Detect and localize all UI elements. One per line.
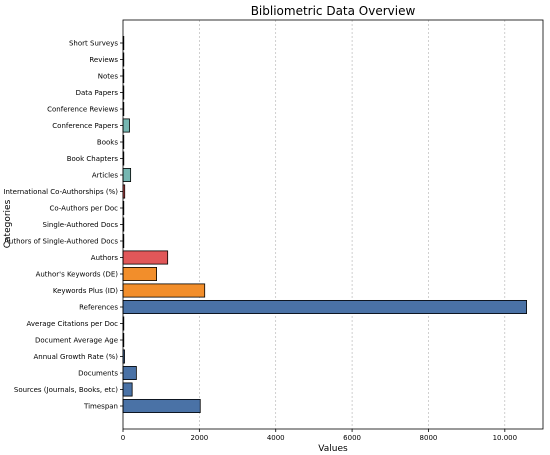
x-tick-label: 2000 (190, 434, 208, 442)
x-tick-label: 6000 (343, 434, 361, 442)
y-tick-label: Authors (91, 254, 119, 262)
grid-lines (199, 20, 506, 429)
y-tick-label: Timespan (83, 403, 118, 411)
bar (122, 250, 169, 265)
y-tick-label: Co-Authors per Doc (50, 205, 119, 213)
y-tick-label: Keywords Plus (ID) (53, 287, 118, 295)
bar (122, 365, 137, 380)
bar (122, 167, 132, 182)
bar (122, 266, 157, 281)
x-axis-title: Values (318, 444, 348, 454)
x-tick-label: 4000 (267, 434, 285, 442)
y-tick-label: Data Papers (76, 89, 119, 97)
y-tick-label: Books (97, 139, 118, 147)
bar (122, 283, 206, 298)
y-tick-label: Documents (78, 370, 118, 378)
bar (122, 382, 133, 397)
x-tick-label: 0 (121, 434, 125, 442)
bars (122, 36, 527, 413)
y-tick-label: International Co-Authorships (%) (3, 188, 118, 196)
y-tick-label: Average Citations per Doc (27, 320, 119, 328)
y-tick-label: References (79, 304, 118, 312)
y-tick-label: Author's Keywords (DE) (36, 271, 119, 279)
y-axis-ticks: Timespan Sources (Journals, Books, etc) Do… (3, 40, 123, 411)
y-tick-label: Book Chapters (67, 155, 119, 163)
y-tick-label: Reviews (89, 56, 118, 64)
y-tick-label: Notes (98, 73, 119, 81)
x-tick-label: 10.000 (493, 434, 518, 442)
y-tick-label: Articles (92, 172, 118, 180)
y-tick-label: Annual Growth Rate (%) (33, 353, 118, 361)
x-tick-label: 8000 (420, 434, 438, 442)
y-tick-label: Single-Authored Docs (43, 221, 119, 229)
plot-frame (122, 19, 544, 430)
y-tick-label: Conference Reviews (47, 106, 118, 114)
y-tick-label: Document Average Age (35, 337, 118, 345)
y-tick-label: Authors of Single-Authored Docs (4, 238, 118, 246)
bar (122, 398, 201, 413)
chart-title: Bibliometric Data Overview (251, 4, 416, 18)
bar (122, 299, 527, 314)
y-tick-label: Short Surveys (69, 40, 118, 48)
bar (122, 118, 130, 133)
y-tick-label: Sources (Journals, Books, etc) (14, 386, 118, 394)
x-axis-ticks: 0 2000 4000 6000 8000 10.000 (121, 429, 517, 442)
y-axis-title: Categories (3, 199, 13, 248)
y-tick-label: Conference Papers (52, 122, 118, 130)
